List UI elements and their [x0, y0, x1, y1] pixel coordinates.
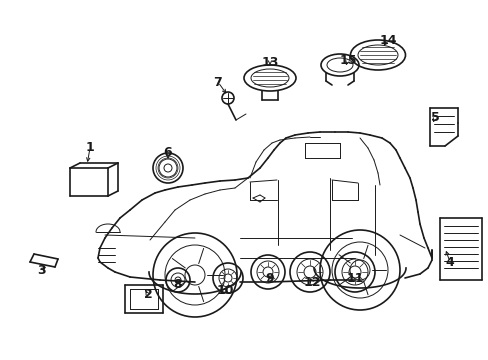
- Text: 7: 7: [213, 76, 222, 89]
- Text: 3: 3: [38, 264, 46, 276]
- Text: 11: 11: [346, 271, 363, 284]
- Text: 15: 15: [339, 54, 356, 67]
- Text: 6: 6: [163, 147, 172, 159]
- Text: 5: 5: [430, 112, 439, 125]
- Text: 2: 2: [143, 288, 152, 301]
- Text: 4: 4: [445, 256, 453, 269]
- Text: 9: 9: [265, 271, 274, 284]
- Text: 14: 14: [379, 33, 396, 46]
- Text: 10: 10: [216, 284, 233, 297]
- Text: 12: 12: [303, 275, 320, 288]
- Text: 1: 1: [85, 141, 94, 154]
- Text: 8: 8: [173, 279, 182, 292]
- Text: 13: 13: [261, 55, 278, 68]
